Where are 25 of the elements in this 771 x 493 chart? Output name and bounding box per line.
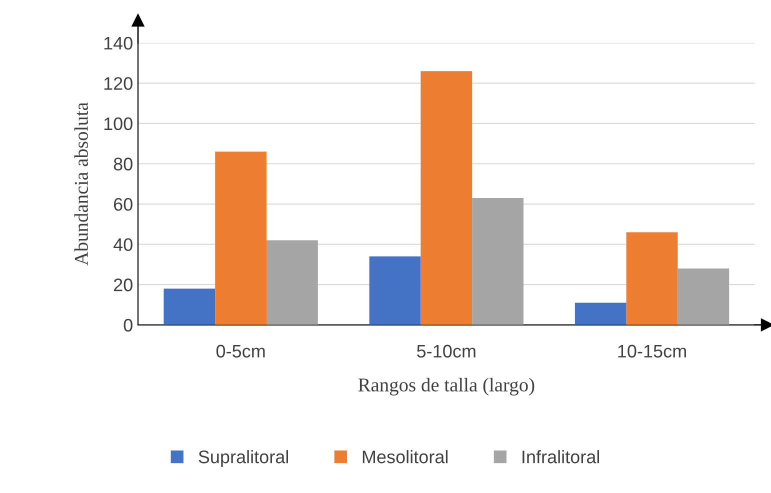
bar <box>678 268 730 325</box>
x-tick-label: 5-10cm <box>417 344 476 358</box>
y-tick-label: 80 <box>114 158 132 170</box>
bar <box>164 288 216 325</box>
bar <box>420 71 472 325</box>
y-tick-label: 60 <box>114 198 132 211</box>
legend-label: Mesolitoral <box>362 450 448 464</box>
y-tick-label: 0 <box>124 318 132 332</box>
y-tick-label: 120 <box>104 77 132 90</box>
y-tick-label: 20 <box>114 278 132 292</box>
bar <box>215 152 267 325</box>
y-tick-label: 140 <box>104 36 132 50</box>
y-axis-title: Abundancia absoluta <box>74 102 88 266</box>
x-tick-label: 10-15cm <box>618 344 686 358</box>
legend-label: Infralitoral <box>522 450 600 464</box>
bar <box>574 302 626 325</box>
bar <box>626 232 678 325</box>
y-tick-label: 100 <box>104 117 132 130</box>
legend-label: Supralitoral <box>198 450 288 467</box>
bar <box>369 256 421 325</box>
y-tick-label: 40 <box>113 238 132 252</box>
bar <box>266 240 318 325</box>
x-axis-title: Rangos de talla (largo) <box>358 378 534 396</box>
bar <box>472 198 524 325</box>
x-tick-label: 0-5cm <box>216 344 265 358</box>
